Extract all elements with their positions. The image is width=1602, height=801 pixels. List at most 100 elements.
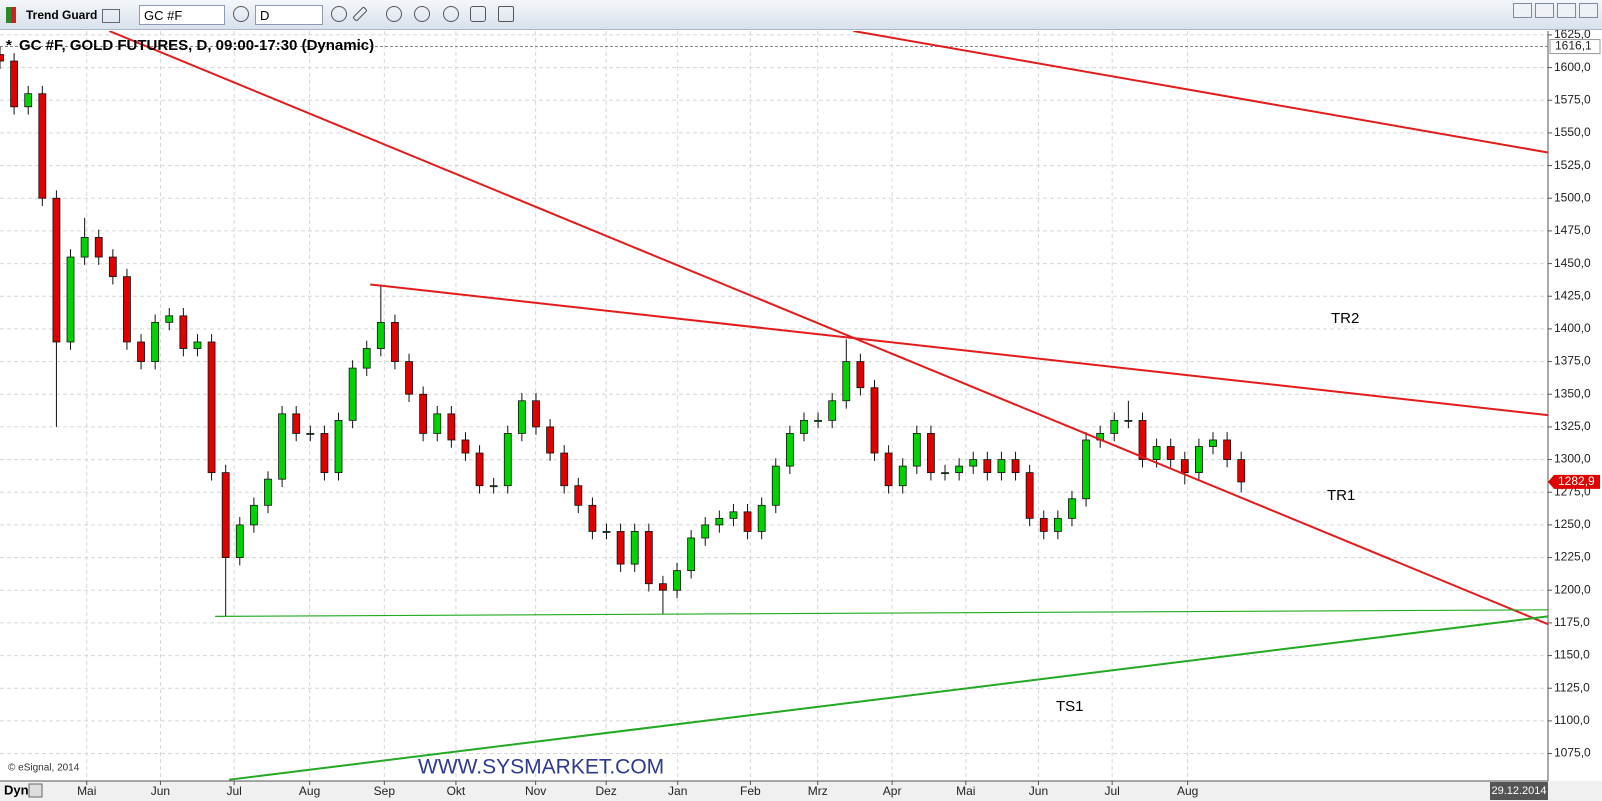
candle-body <box>1025 472 1034 519</box>
y-tick-label: 1575,0 <box>1554 92 1591 106</box>
candle-body <box>433 413 442 434</box>
y-tick-label: 1400,0 <box>1554 321 1591 335</box>
y-tick-label: 1375,0 <box>1554 354 1591 368</box>
candle-body <box>278 413 286 480</box>
candle-body <box>588 504 597 532</box>
link-icon[interactable] <box>102 9 120 23</box>
price-marker-label: 1282,9 <box>1558 474 1595 488</box>
candle-body <box>24 93 33 108</box>
date-label: 29.12.2014 <box>1491 785 1546 797</box>
pencil-icon[interactable] <box>352 6 368 22</box>
candle-body <box>419 393 428 434</box>
x-tick-label: Aug <box>1177 784 1198 798</box>
x-tick-label: Okt <box>447 784 466 798</box>
candle-body <box>927 433 935 474</box>
price-axis <box>1548 31 1602 801</box>
candle-body <box>659 583 667 591</box>
candle-body <box>1138 419 1147 460</box>
y-tick-label: 1075,0 <box>1554 746 1591 760</box>
candle-body <box>489 485 498 488</box>
tag-icon[interactable] <box>470 6 486 22</box>
tool-icon[interactable] <box>386 6 402 22</box>
trend-line <box>108 31 1548 626</box>
candle-body <box>955 465 964 474</box>
candle-body <box>757 504 766 532</box>
x-tick-label: Aug <box>299 784 320 798</box>
candle-body <box>1011 459 1020 474</box>
candle-body <box>644 531 653 585</box>
price-marker-box <box>1548 474 1600 489</box>
candle-body <box>630 531 639 565</box>
y-tick-label: 1450,0 <box>1554 256 1591 270</box>
x-tick-label: Jun <box>151 784 170 798</box>
candle-body <box>701 524 710 539</box>
y-tick-label: 1625,0 <box>1554 27 1591 41</box>
y-tick-label: 1125,0 <box>1554 680 1590 694</box>
window-close[interactable] <box>1579 3 1598 18</box>
settings-icon[interactable] <box>233 6 249 22</box>
candle-body <box>1237 459 1246 483</box>
date-box <box>1490 782 1548 800</box>
annotation: TR1 <box>1327 487 1355 504</box>
alert-icon[interactable] <box>443 6 459 22</box>
candle-body <box>123 276 131 343</box>
y-tick-label: 1525,0 <box>1554 158 1591 172</box>
y-tick-label: 1200,0 <box>1554 582 1591 596</box>
candle-body <box>94 237 103 258</box>
candle-body <box>292 413 301 434</box>
candle-body <box>983 459 992 474</box>
candle-body <box>264 478 272 506</box>
mode-button[interactable] <box>28 783 43 798</box>
candle-body <box>80 237 89 258</box>
watermark: WWW.SYSMARKET.COM <box>418 756 664 779</box>
candle-body <box>517 400 526 434</box>
window-restore[interactable] <box>1513 3 1532 18</box>
candle-body <box>800 419 808 434</box>
candle-body <box>842 361 851 402</box>
x-tick-label: Dez <box>595 784 616 798</box>
candle-body <box>969 459 978 467</box>
candle-body <box>66 256 75 343</box>
window-max[interactable] <box>1557 3 1576 18</box>
candle-body <box>870 387 879 454</box>
y-tick-label: 1225,0 <box>1554 550 1591 564</box>
y-tick-label: 1100,0 <box>1554 713 1590 727</box>
note-icon[interactable] <box>498 6 514 22</box>
candle-body <box>1053 517 1062 532</box>
candle-body <box>729 511 738 519</box>
trend-line <box>215 609 1548 617</box>
candle-body <box>687 537 696 572</box>
candle-body <box>1152 446 1161 460</box>
x-tick-label: Mai <box>77 784 96 798</box>
y-tick-label: 1425,0 <box>1554 288 1591 302</box>
candle-body <box>1124 419 1133 422</box>
candle-body <box>616 531 625 565</box>
top-marker-box <box>1549 39 1601 55</box>
x-tick-label: Sep <box>374 784 396 798</box>
candle-body <box>941 472 949 475</box>
annotation: TR2 <box>1331 310 1359 327</box>
title-marker: * <box>6 37 12 54</box>
top-marker-label: 1616,1 <box>1555 39 1592 53</box>
x-tick-label: Feb <box>740 784 761 798</box>
app-name: Trend Guard <box>26 8 98 22</box>
candle-body <box>771 465 780 506</box>
candle-body <box>673 570 681 591</box>
clock-icon[interactable] <box>331 6 347 22</box>
x-tick-label: Apr <box>883 784 902 798</box>
candle-body <box>602 531 611 533</box>
copyright: © eSignal, 2014 <box>8 763 80 774</box>
toolbar: Trend Guard GC #F D <box>0 0 1602 30</box>
window-min[interactable] <box>1535 3 1554 18</box>
interval-box[interactable]: D <box>255 5 323 25</box>
x-tick-label: Jul <box>226 784 241 798</box>
symbol-box[interactable]: GC #F <box>139 5 225 25</box>
x-tick-label: Mai <box>956 784 975 798</box>
candle-body <box>52 197 61 343</box>
plot-area <box>0 31 1548 781</box>
candle-body <box>38 93 47 199</box>
play-icon[interactable] <box>414 6 430 22</box>
candle-body <box>475 452 484 487</box>
x-tick-label: Mrz <box>808 784 828 798</box>
x-tick-label: Jan <box>668 784 687 798</box>
